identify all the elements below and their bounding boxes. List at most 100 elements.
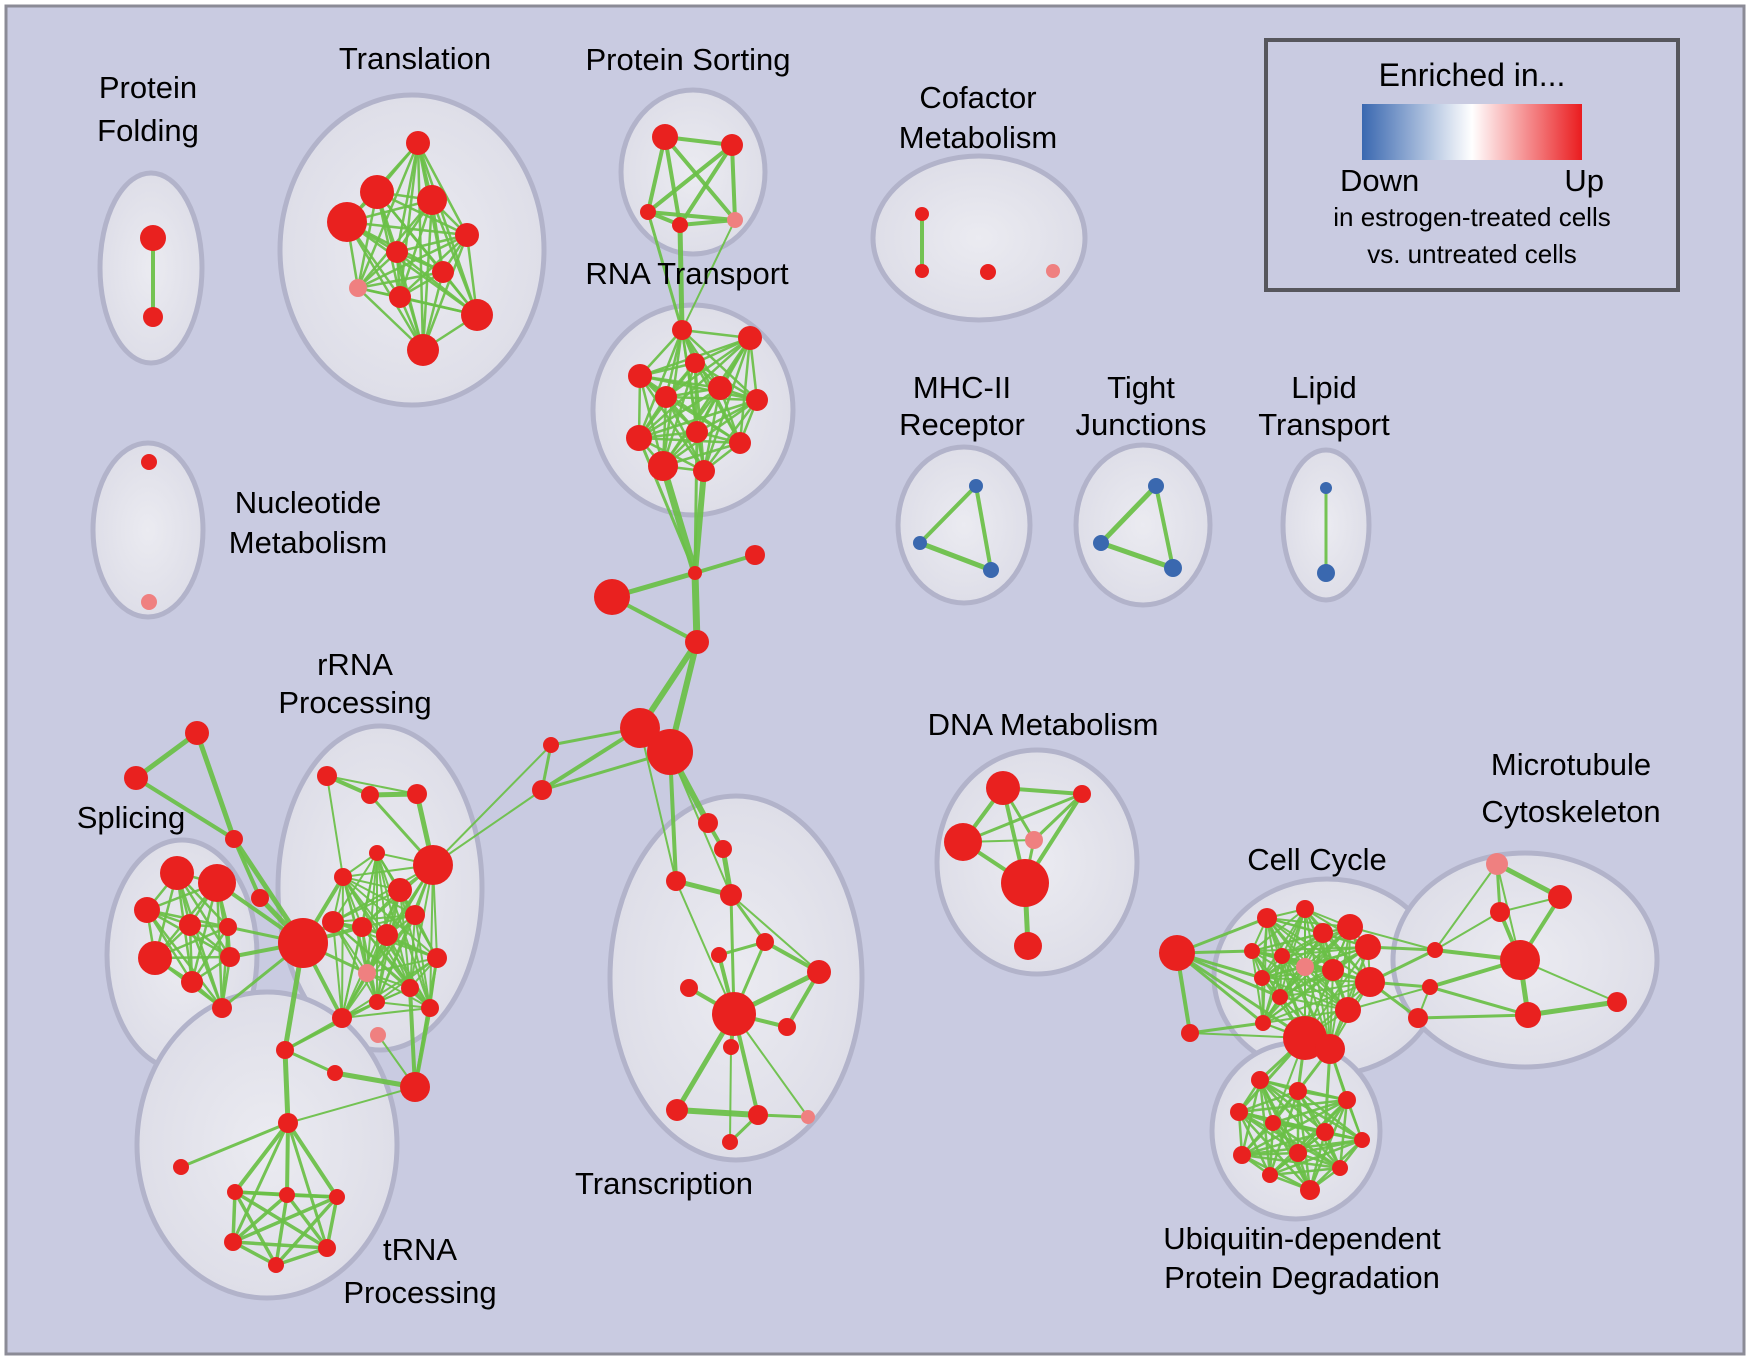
node-ps2 xyxy=(721,134,743,156)
node-mt3 xyxy=(1490,902,1510,922)
node-rr13 xyxy=(401,979,419,997)
cluster-label-microtubule-cytoskeleton: Microtubule xyxy=(1491,747,1651,782)
cluster-label-transcription: Transcription xyxy=(575,1166,753,1201)
node-mt4 xyxy=(1500,940,1540,980)
node-pf2 xyxy=(143,307,163,327)
edge-mh2-mh3 xyxy=(917,540,994,573)
edge-tn5-tn7 xyxy=(231,1193,289,1244)
edge-cc16-cn2 xyxy=(1347,986,1431,1011)
legend-down-label: Down xyxy=(1340,163,1420,198)
edge-tr5-tr9 xyxy=(398,233,469,299)
cluster-ellipse-tight-junctions xyxy=(1073,442,1213,608)
node-ub11 xyxy=(1262,1167,1278,1183)
edge-tr5-tr11 xyxy=(421,233,469,352)
legend-title: Enriched in... xyxy=(1378,57,1566,93)
edge-ps1-ps5 xyxy=(663,135,737,222)
edge-cc3-cc12 xyxy=(1266,917,1351,928)
legend-subtitle-line2: vs. untreated cells xyxy=(1367,239,1577,269)
node-cm4 xyxy=(1046,264,1060,278)
node-tx11 xyxy=(723,1039,739,1055)
node-lp2 xyxy=(1317,564,1335,582)
edge-cc12-cn1 xyxy=(1349,926,1436,951)
edge-rr8-rr17 xyxy=(341,914,416,1019)
edge-cc1-cc17 xyxy=(1175,951,1307,1040)
node-tn5 xyxy=(279,1187,295,1203)
node-rr10 xyxy=(376,924,398,946)
node-ub9 xyxy=(1289,1144,1307,1162)
node-tr4 xyxy=(327,202,367,242)
edge-ub6-ub8 xyxy=(1240,1130,1327,1157)
node-tn3 xyxy=(173,1159,189,1175)
node-cm1 xyxy=(915,207,929,221)
edge-tr1-tr5 xyxy=(416,141,469,237)
node-sp9 xyxy=(212,998,232,1018)
edge-cc7-cc12 xyxy=(1261,926,1351,979)
node-tj1 xyxy=(1148,478,1164,494)
node-sp2 xyxy=(198,864,236,902)
edge-rr16-rr17 xyxy=(341,1007,431,1019)
edge-cc19-mt5 xyxy=(1416,1013,1530,1020)
edge-tn2-tn5 xyxy=(285,1121,290,1197)
node-rt2 xyxy=(738,326,762,350)
edge-ub3-ub10 xyxy=(1338,1098,1349,1170)
edge-mh1-mh2 xyxy=(918,484,978,545)
edge-rr14-rr17 xyxy=(341,957,438,1019)
node-s1 xyxy=(543,737,559,753)
node-tx9 xyxy=(712,992,756,1036)
node-mt1 xyxy=(1486,853,1508,875)
node-tn8 xyxy=(318,1239,336,1257)
node-ps1 xyxy=(652,124,678,150)
edge-ub3-ub5 xyxy=(1271,1098,1349,1125)
edge-rr1-rr6 xyxy=(326,775,344,878)
node-tx15 xyxy=(722,1134,738,1150)
node-rt1 xyxy=(672,320,692,340)
node-cc19 xyxy=(1408,1008,1428,1028)
edge-ps5-rt1 xyxy=(681,219,736,331)
edge-tn1-rr17 xyxy=(283,1016,344,1052)
edge-rt4-rt12 xyxy=(638,374,706,473)
edge-tx11-tx15 xyxy=(729,1046,732,1143)
node-sp8 xyxy=(181,971,203,993)
node-rr14 xyxy=(427,948,447,968)
edge-rr12-rr14 xyxy=(366,957,438,974)
node-tx10 xyxy=(778,1018,796,1036)
edge-rt7-rt11 xyxy=(661,398,759,468)
node-mh2 xyxy=(913,536,927,550)
edge-tg1-tg2 xyxy=(133,730,200,781)
node-sp6 xyxy=(219,918,237,936)
node-ub6 xyxy=(1316,1123,1334,1141)
edge-ub7-ub11 xyxy=(1268,1138,1364,1177)
edge-rr5-s2 xyxy=(432,789,543,866)
node-tx3 xyxy=(666,871,686,891)
legend-subtitle-line1: in estrogen-treated cells xyxy=(1333,202,1611,232)
node-bg1 xyxy=(594,579,630,615)
legend-gradient-bar xyxy=(1362,104,1582,160)
node-cc2 xyxy=(1181,1024,1199,1042)
edge-cc7-cc11 xyxy=(1261,932,1324,979)
node-tj3 xyxy=(1164,559,1182,577)
node-rr2 xyxy=(361,786,379,804)
cluster-ellipse-nucleotide-metabolism xyxy=(90,440,206,620)
node-tr7 xyxy=(432,261,454,283)
edge-tn2-tn8 xyxy=(286,1121,329,1250)
node-mt2 xyxy=(1548,885,1572,909)
node-tx8 xyxy=(680,979,698,997)
edge-rr19-tn2 xyxy=(287,1086,416,1124)
edge-cc10-cc11 xyxy=(1262,932,1324,1024)
node-tr9 xyxy=(389,286,411,308)
edge-rr5-s1 xyxy=(432,744,552,866)
node-sp7 xyxy=(220,947,240,967)
edge-tr4-tr11 xyxy=(345,220,425,352)
edge-ub3-ub4 xyxy=(1237,1098,1349,1114)
edge-tr4-tr5 xyxy=(345,220,469,237)
node-tr8 xyxy=(349,279,367,297)
node-ps5 xyxy=(727,212,743,228)
edge-rt9-j1 xyxy=(637,436,697,575)
node-cc16 xyxy=(1335,997,1361,1023)
edge-tj2-tj3 xyxy=(1098,540,1176,571)
node-dm2 xyxy=(1073,785,1091,803)
node-cm3 xyxy=(980,264,996,280)
node-tn1 xyxy=(276,1041,294,1059)
node-cn2 xyxy=(1422,979,1438,995)
edge-tn7-tn8 xyxy=(231,1240,329,1250)
